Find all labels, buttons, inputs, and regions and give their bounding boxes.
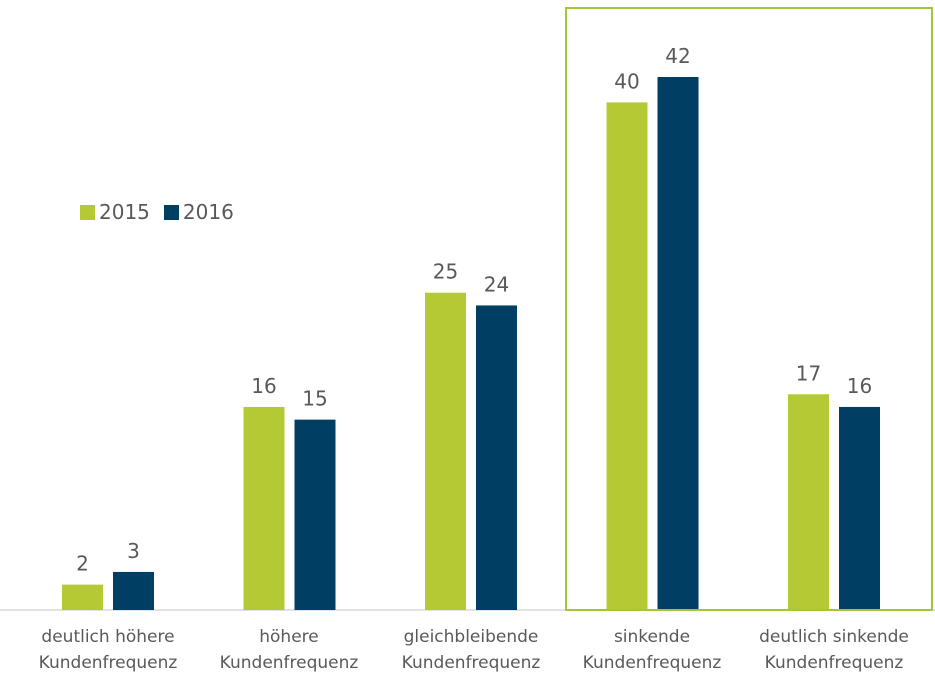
highlight-box	[565, 7, 933, 611]
data-label: 15	[302, 387, 327, 411]
bar-2015	[62, 584, 103, 610]
category-label: deutlich höhere Kundenfrequenz	[38, 627, 178, 673]
data-label: 25	[433, 260, 458, 284]
legend-item-2016: 2016	[163, 200, 234, 224]
data-label: 24	[484, 272, 509, 296]
bar-2016	[113, 571, 154, 610]
data-label: 40	[614, 69, 639, 93]
data-label: 3	[127, 539, 140, 563]
category-label: höhere Kundenfrequenz	[219, 627, 359, 673]
data-label: 16	[251, 374, 276, 398]
category-label: gleichbleibende Kundenfrequenz	[401, 627, 541, 673]
bar-2015	[425, 292, 466, 610]
legend-swatch-2015	[80, 204, 95, 220]
legend-label-2016: 2016	[182, 200, 234, 224]
bar-2015	[606, 102, 648, 610]
data-label: 16	[847, 374, 872, 398]
category-label: sinkende Kundenfrequenz	[582, 627, 722, 673]
bar-2016	[476, 305, 517, 610]
category-label: deutlich sinkende Kundenfrequenz	[759, 627, 909, 673]
bar-2015	[243, 406, 285, 610]
bar-2016	[294, 419, 336, 610]
bar-2016	[839, 406, 880, 610]
data-label: 17	[796, 361, 821, 385]
data-label: 42	[665, 44, 690, 68]
bar-2015	[788, 394, 829, 610]
legend-label-2015: 2015	[99, 200, 150, 224]
legend: 2015 2016	[80, 200, 248, 224]
legend-swatch-2016	[163, 204, 179, 220]
legend-item-2015: 2015	[80, 200, 150, 224]
bar-2016	[657, 77, 699, 610]
data-label: 2	[76, 552, 89, 576]
